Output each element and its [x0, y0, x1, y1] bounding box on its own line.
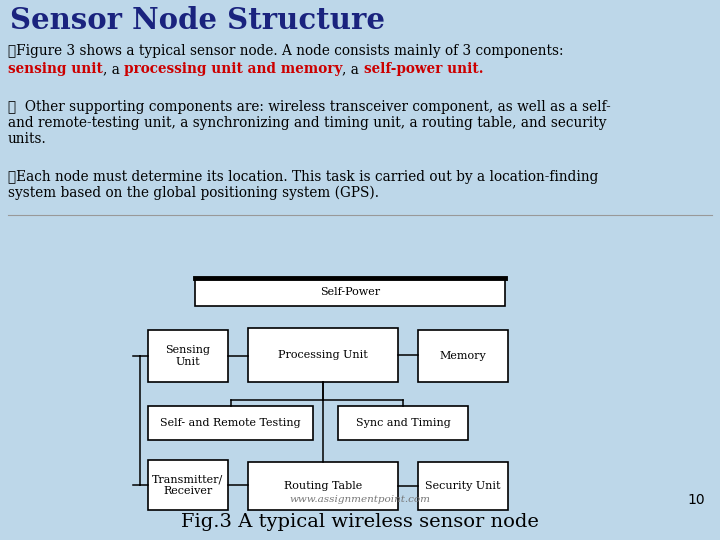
Text: www.assignmentpoint.com: www.assignmentpoint.com [289, 496, 431, 504]
FancyBboxPatch shape [248, 328, 398, 382]
Text: Transmitter/
Receiver: Transmitter/ Receiver [153, 474, 224, 496]
Text: Sensing
Unit: Sensing Unit [166, 345, 210, 367]
Text: , a: , a [103, 62, 124, 76]
FancyBboxPatch shape [148, 460, 228, 510]
Text: ✓Each node must determine its location. This task is carried out by a location-f: ✓Each node must determine its location. … [8, 170, 598, 184]
FancyBboxPatch shape [195, 278, 505, 306]
Text: , a: , a [343, 62, 364, 76]
Text: units.: units. [8, 132, 47, 146]
FancyBboxPatch shape [248, 462, 398, 510]
Text: Sensor Node Structure: Sensor Node Structure [10, 6, 385, 35]
Text: Memory: Memory [440, 351, 487, 361]
Text: Sync and Timing: Sync and Timing [356, 418, 451, 428]
Text: ✓Figure 3 shows a typical sensor node. A node consists mainly of 3 components:: ✓Figure 3 shows a typical sensor node. A… [8, 44, 564, 58]
Text: self-power unit.: self-power unit. [364, 62, 483, 76]
FancyBboxPatch shape [148, 330, 228, 382]
Text: sensing unit: sensing unit [8, 62, 103, 76]
Text: Processing Unit: Processing Unit [278, 350, 368, 360]
Text: 10: 10 [688, 493, 705, 507]
Text: ✓  Other supporting components are: wireless transceiver component, as well as a: ✓ Other supporting components are: wirel… [8, 100, 611, 114]
Text: and remote-testing unit, a synchronizing and timing unit, a routing table, and s: and remote-testing unit, a synchronizing… [8, 116, 606, 130]
Text: Self- and Remote Testing: Self- and Remote Testing [160, 418, 301, 428]
Text: system based on the global positioning system (GPS).: system based on the global positioning s… [8, 186, 379, 200]
FancyBboxPatch shape [338, 406, 468, 440]
Text: Routing Table: Routing Table [284, 481, 362, 491]
FancyBboxPatch shape [148, 406, 313, 440]
FancyBboxPatch shape [418, 462, 508, 510]
Text: Self-Power: Self-Power [320, 287, 380, 297]
Text: Security Unit: Security Unit [426, 481, 500, 491]
FancyBboxPatch shape [418, 330, 508, 382]
Text: Fig.3 A typical wireless sensor node: Fig.3 A typical wireless sensor node [181, 513, 539, 531]
Text: processing unit and memory: processing unit and memory [124, 62, 343, 76]
